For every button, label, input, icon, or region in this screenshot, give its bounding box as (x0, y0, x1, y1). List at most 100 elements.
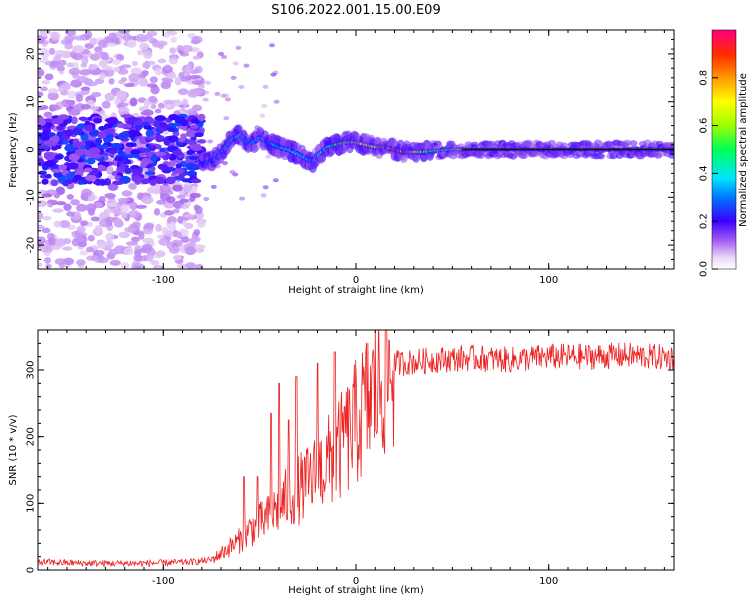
heatmap-cell (163, 99, 175, 105)
heatmap-cell (146, 83, 158, 88)
heatmap-cell (56, 65, 65, 72)
heatmap-cell (101, 100, 111, 109)
heatmap-cell (68, 110, 81, 116)
heatmap-cell (40, 30, 48, 37)
heatmap-cell (40, 86, 48, 92)
heatmap-cell (117, 197, 130, 203)
heatmap-cell (62, 139, 69, 145)
heatmap-cell (133, 254, 143, 262)
heatmap-cell (111, 59, 122, 66)
heatmap-cell (44, 73, 54, 81)
heatmap-cell (57, 114, 70, 120)
heatmap-cell (158, 238, 168, 246)
colorbar-tick-label: 0.2 (699, 213, 710, 229)
heatmap-cell (197, 84, 205, 89)
heatmap-cell (262, 185, 269, 190)
heatmap-cell (88, 64, 98, 71)
heatmap-cell (154, 67, 162, 76)
heatmap-cell (136, 192, 144, 200)
heatmap-cell (124, 167, 132, 174)
heatmap-cell (98, 72, 106, 80)
heatmap-cell (251, 142, 260, 152)
x-tick-label: -100 (152, 275, 175, 286)
heatmap-cell (80, 86, 91, 91)
heatmap-cell (155, 135, 164, 143)
heatmap-cell (145, 129, 154, 138)
heatmap-cell (175, 231, 183, 239)
heatmap-cell (70, 199, 80, 206)
heatmap-cell (60, 39, 68, 45)
heatmap-cell (235, 45, 242, 50)
heatmap-cell (38, 157, 45, 165)
heatmap-cell (81, 188, 92, 198)
heatmap-cell (77, 180, 85, 185)
heatmap-cell (560, 142, 569, 149)
heatmap-cell (134, 154, 141, 159)
heatmap-cell (94, 225, 103, 234)
heatmap-cell (157, 58, 167, 64)
heatmap-cell (189, 192, 202, 199)
heatmap-cell (85, 203, 97, 213)
heatmap-cell (238, 85, 245, 90)
colorbar-tick-label: 0.6 (699, 118, 710, 134)
heatmap-cell (93, 249, 105, 256)
heatmap-cell (126, 39, 137, 48)
x-tick-label: 0 (353, 576, 359, 587)
heatmap-cell (41, 193, 53, 198)
heatmap-cell (594, 139, 603, 146)
heatmap-ylabel: Frequency (Hz) (8, 112, 19, 188)
heatmap-cell (53, 220, 62, 228)
colorbar-tick-label: 0.0 (699, 261, 710, 277)
heatmap-cell (185, 64, 192, 73)
heatmap-cell (137, 49, 144, 56)
heatmap-cell (120, 262, 129, 269)
heatmap-cell (224, 97, 231, 102)
heatmap-cell (104, 208, 113, 214)
heatmap-cell (75, 259, 86, 266)
heatmap-cell (117, 150, 125, 156)
heatmap-cell (72, 61, 79, 70)
heatmap-cell (39, 134, 51, 141)
heatmap-cell (105, 232, 115, 242)
heatmap-cell (114, 156, 124, 162)
heatmap-cell (181, 98, 189, 107)
heatmap-cell (166, 72, 177, 80)
y-tick-label: 20 (26, 48, 37, 61)
heatmap-cell (67, 90, 76, 99)
heatmap-cell (230, 75, 237, 80)
heatmap-cell (75, 203, 87, 212)
heatmap-cell (166, 196, 176, 204)
heatmap-cell (43, 152, 56, 161)
heatmap-cell (164, 209, 175, 216)
heatmap-cell (73, 174, 83, 181)
heatmap-cell (65, 129, 74, 137)
heatmap-cell (41, 80, 50, 85)
heatmap-cell (207, 139, 214, 144)
heatmap-cell (185, 262, 196, 269)
heatmap-cell (130, 236, 140, 243)
heatmap-cell (172, 149, 183, 156)
heatmap-cell (159, 121, 168, 128)
heatmap-cell (58, 59, 67, 66)
heatmap-cell (139, 138, 147, 143)
heatmap-cell (135, 33, 147, 43)
heatmap-cell (54, 238, 66, 247)
heatmap-cell (169, 159, 177, 165)
heatmap-cell (157, 163, 168, 170)
heatmap-cell (180, 119, 189, 127)
heatmap-cell (60, 99, 73, 108)
heatmap-cell (63, 203, 72, 211)
heatmap-cell (155, 250, 166, 258)
heatmap-cell (68, 153, 80, 161)
heatmap-cell (80, 104, 91, 110)
heatmap-cell (190, 146, 203, 152)
heatmap-cell (124, 82, 135, 88)
heatmap-cell (114, 245, 126, 255)
heatmap-cell (190, 178, 202, 184)
heatmap-cell (83, 167, 93, 173)
heatmap-cell (50, 104, 61, 111)
heatmap-cell (38, 262, 43, 268)
heatmap-cell (66, 62, 75, 68)
heatmap-cell (259, 113, 266, 118)
